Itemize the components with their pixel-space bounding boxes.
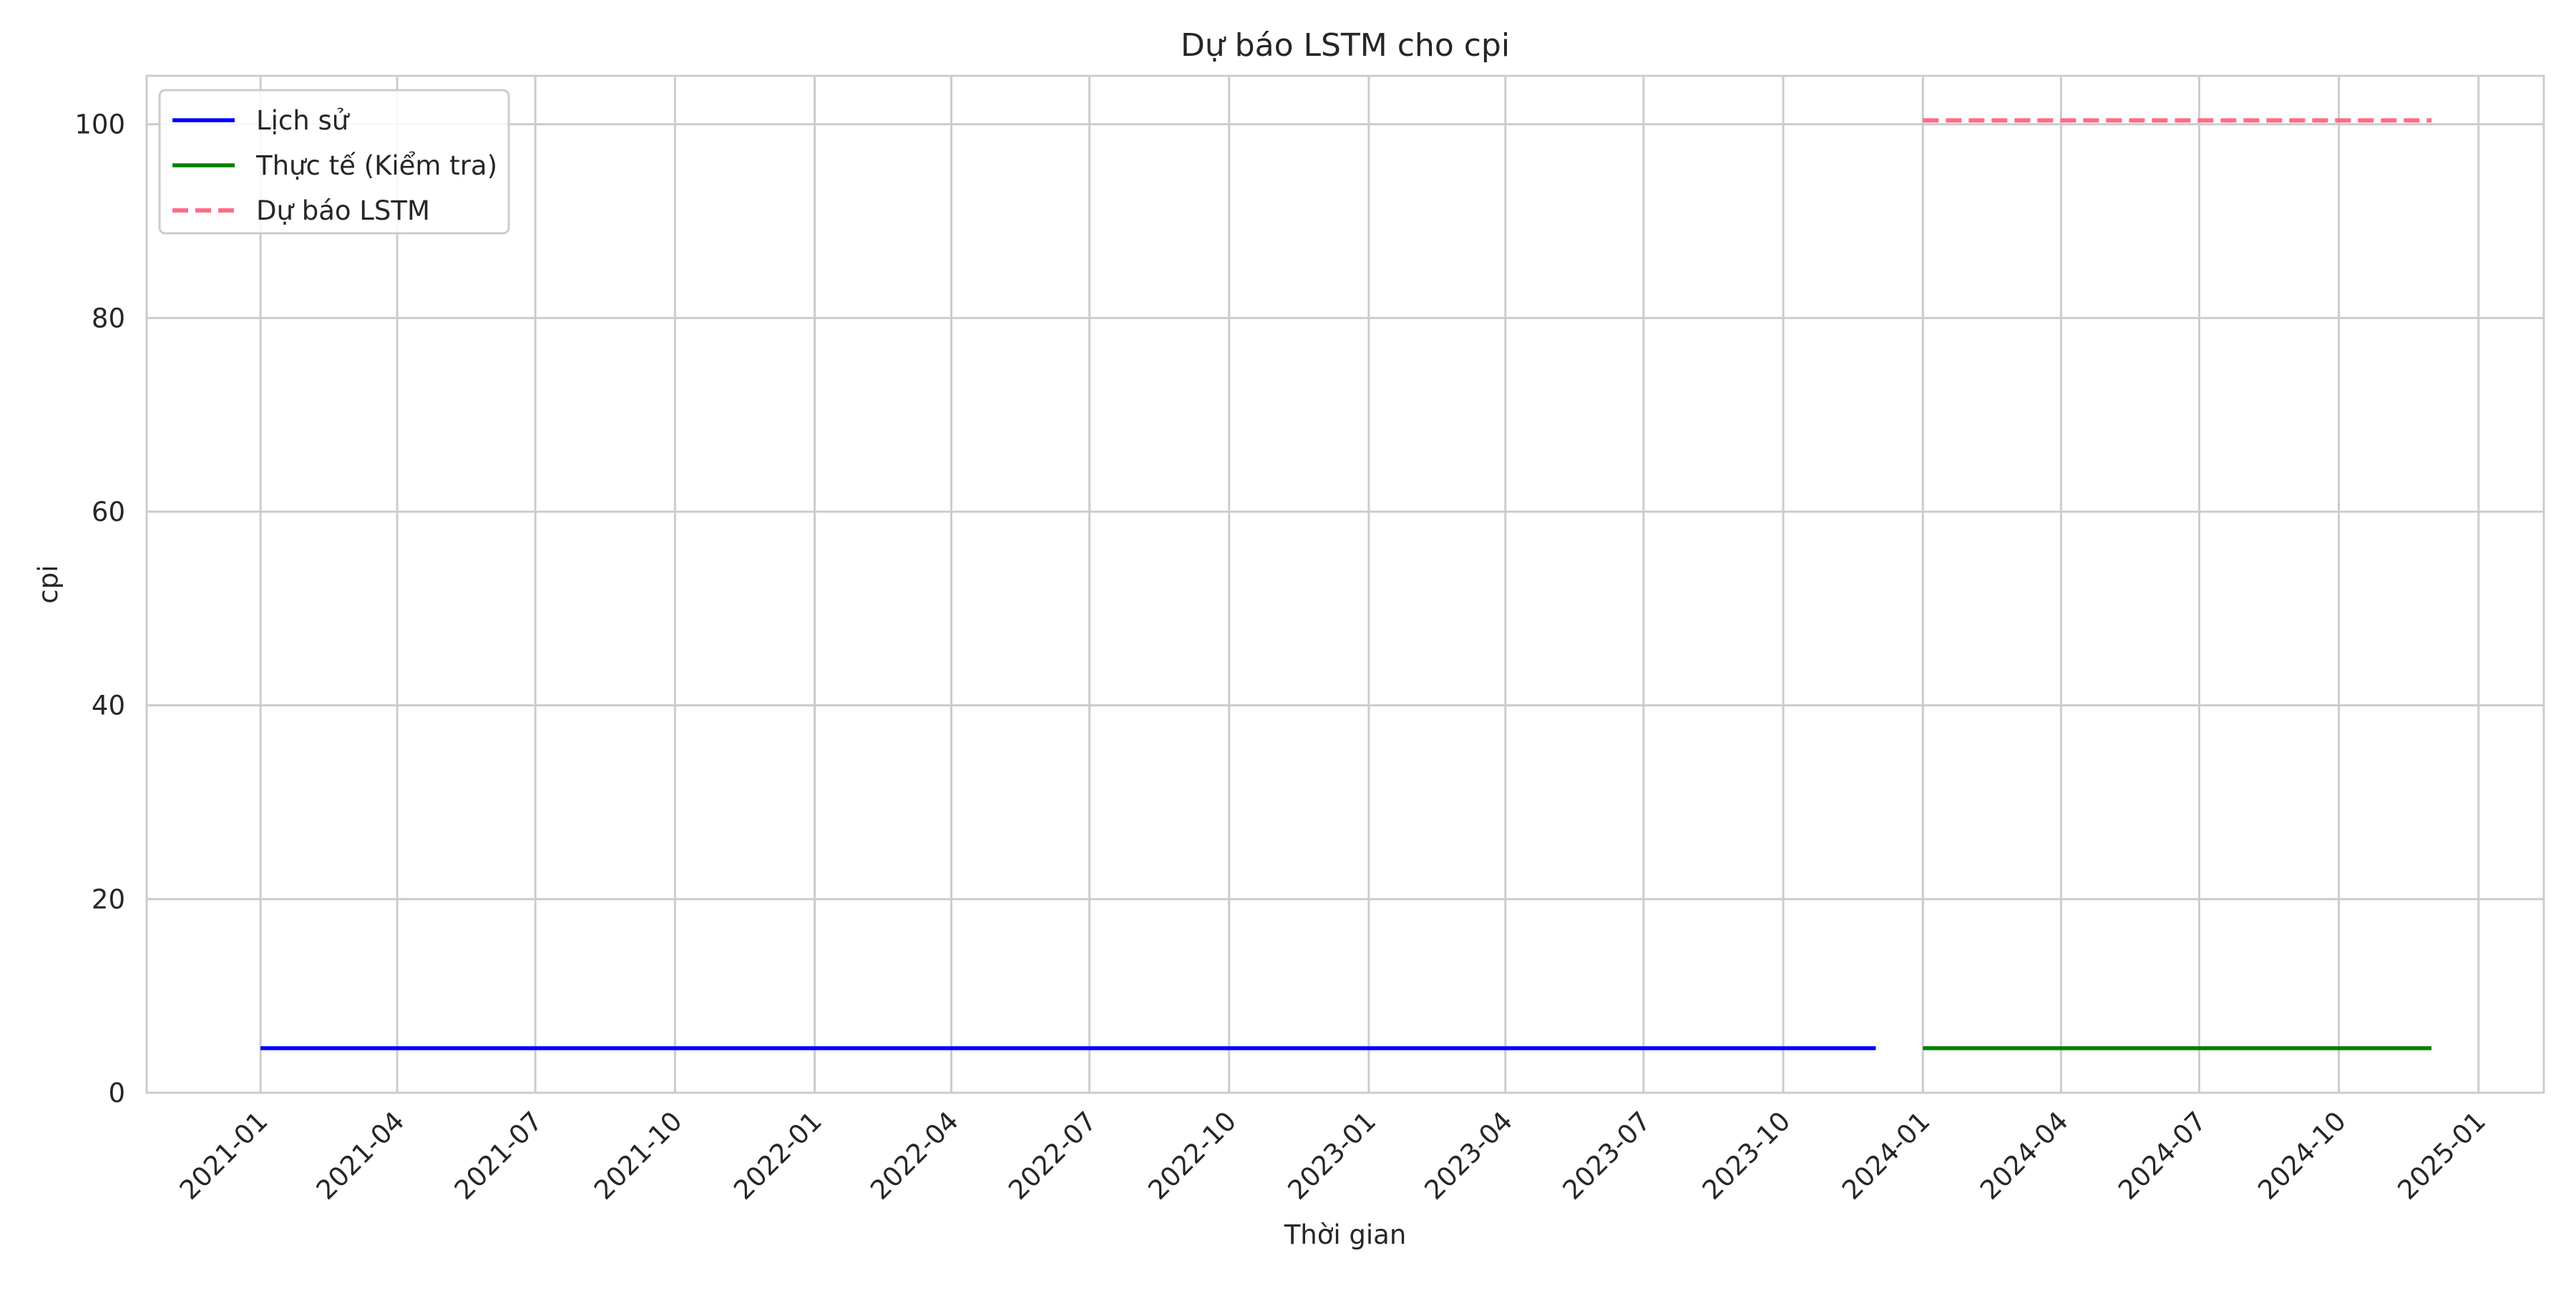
y-tick-label: 0: [108, 1078, 125, 1109]
y-tick-label: 80: [92, 303, 125, 333]
grid: [147, 76, 2544, 1094]
y-axis-label: cpi: [33, 565, 64, 603]
series-lines: [260, 118, 2431, 1051]
legend-label-2: Dự báo LSTM: [256, 195, 430, 226]
y-tick-label: 60: [92, 497, 125, 527]
y-tick-label: 20: [92, 884, 125, 915]
legend-label-0: Lịch sử: [256, 105, 351, 136]
chart-title: Dự báo LSTM cho cpi: [1181, 27, 1510, 64]
plot-area-frame: [145, 74, 2545, 1094]
y-tick-label: 100: [74, 109, 125, 140]
x-axis-label: Thời gian: [1284, 1219, 1407, 1250]
legend: Lịch sử Thực tế (Kiểm tra) Dự báo LSTM: [158, 89, 510, 235]
y-tick-label: 40: [92, 691, 125, 721]
legend-box: [158, 89, 510, 235]
legend-label-1: Thực tế (Kiểm tra): [255, 150, 497, 181]
